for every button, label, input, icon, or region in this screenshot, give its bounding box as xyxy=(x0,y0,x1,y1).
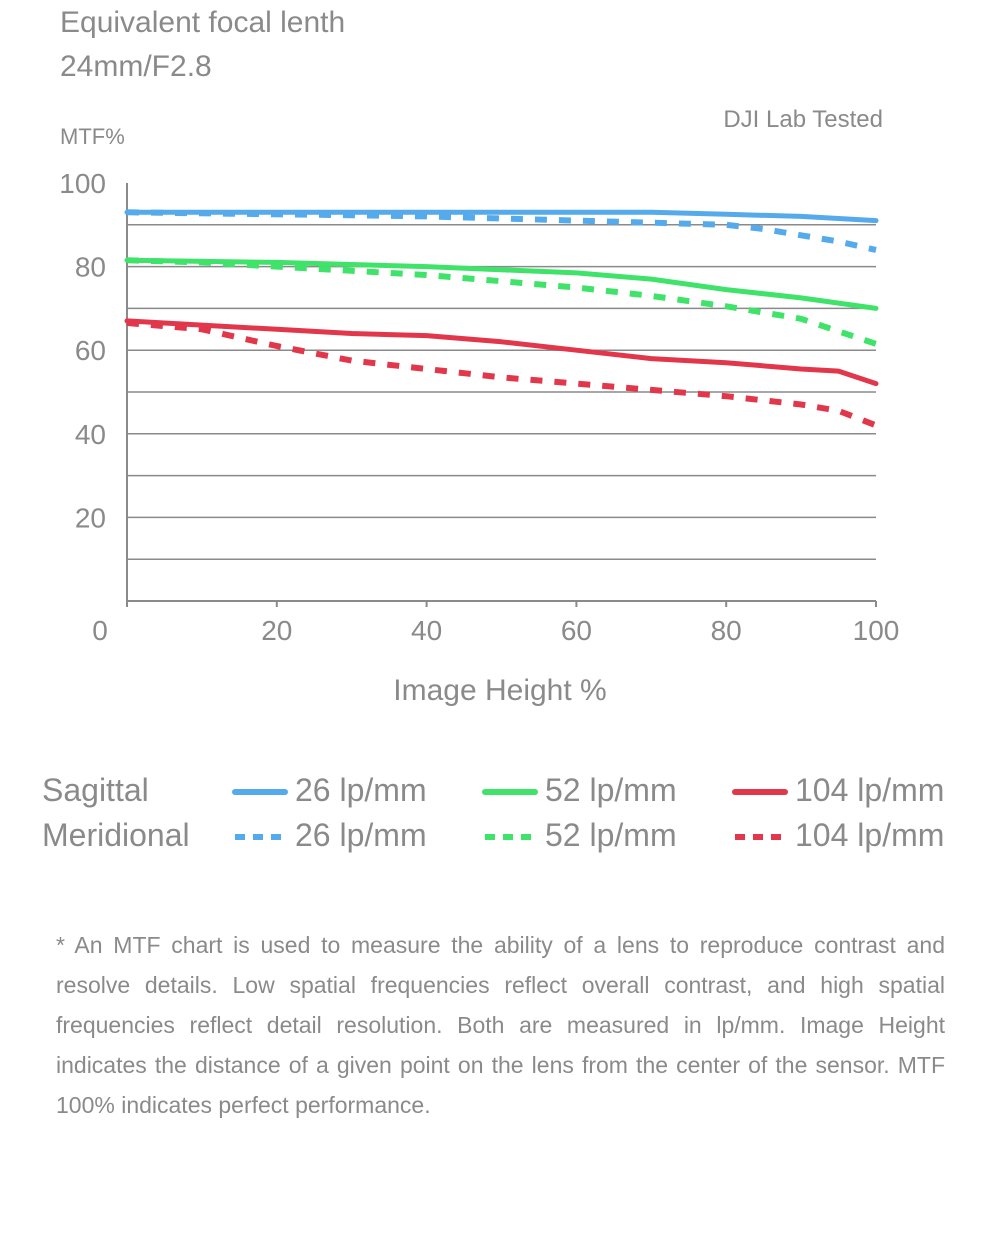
y-tick-label: 60 xyxy=(75,335,106,366)
legend-entry-label: 104 lp/mm xyxy=(795,817,945,853)
legend-swatch xyxy=(735,834,785,840)
y-tick-label: 80 xyxy=(75,252,106,283)
y-tick-label: 20 xyxy=(75,502,106,533)
footnote: * An MTF chart is used to measure the ab… xyxy=(56,932,945,1118)
legend-swatch xyxy=(485,834,535,840)
x-tick-label: 0 xyxy=(92,615,108,646)
mtf-chart: 20 40 60 80 100 0 20 40 60 80 100 xyxy=(59,168,900,646)
x-tick-label: 20 xyxy=(261,615,292,646)
legend-entry-label: 52 lp/mm xyxy=(545,772,677,808)
chart-subtitle: 24mm/F2.8 xyxy=(60,50,212,83)
legend-entry-label: 104 lp/mm xyxy=(795,772,945,808)
y-tick-label: 100 xyxy=(59,168,106,199)
legend-swatch xyxy=(235,834,285,840)
legend-swatch xyxy=(232,789,288,795)
chart-title: Equivalent focal lenth xyxy=(60,6,346,39)
lab-credit: DJI Lab Tested xyxy=(723,106,883,133)
legend-swatch xyxy=(482,789,538,795)
legend-swatch xyxy=(732,789,788,795)
series-line-meridional-52-lp-mm xyxy=(126,257,877,347)
legend-row-sagittal: Sagittal 26 lp/mm 52 lp/mm 104 lp/mm xyxy=(42,772,972,812)
x-tick-label: 40 xyxy=(411,615,442,646)
series-line-sagittal-104-lp-mm xyxy=(124,318,879,387)
legend-row-label: Sagittal xyxy=(42,772,149,808)
x-tick-label: 80 xyxy=(711,615,742,646)
series-line-meridional-26-lp-mm xyxy=(126,209,877,253)
legend-entry-label: 26 lp/mm xyxy=(295,817,427,853)
legend-entry-label: 52 lp/mm xyxy=(545,817,677,853)
y-axis-label: MTF% xyxy=(60,124,125,149)
series-line-sagittal-26-lp-mm xyxy=(124,209,879,224)
x-tick-label: 60 xyxy=(561,615,592,646)
legend-row-meridional: Meridional 26 lp/mm 52 lp/mm 104 lp/mm xyxy=(42,817,972,857)
series-line-sagittal-52-lp-mm xyxy=(124,257,879,311)
x-axis-label: Image Height % xyxy=(393,674,607,707)
series-line-meridional-104-lp-mm xyxy=(126,320,878,429)
x-tick-label: 100 xyxy=(853,615,900,646)
legend-row-label: Meridional xyxy=(42,817,190,853)
legend-entry-label: 26 lp/mm xyxy=(295,772,427,808)
y-tick-label: 40 xyxy=(75,419,106,450)
